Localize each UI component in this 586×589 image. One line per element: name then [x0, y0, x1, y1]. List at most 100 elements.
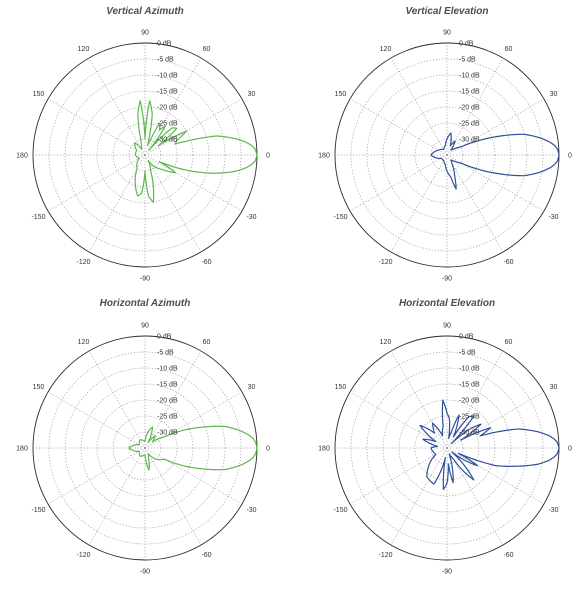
vertical-azimuth-grid-spoke [88, 154, 146, 253]
horizontal-elevation-angle-label: 0 [568, 446, 572, 453]
vertical-elevation-grid-spoke [390, 154, 448, 253]
horizontal-elevation-db-label: -5 dB [459, 350, 476, 357]
horizontal-elevation-grid-spoke [390, 350, 448, 449]
horizontal-elevation-db-label: -25 dB [459, 414, 480, 421]
horizontal-azimuth-angle-label: 0 [266, 446, 270, 453]
vertical-elevation-pattern-trace [430, 132, 560, 190]
vertical-elevation-grid-ring [414, 122, 480, 188]
vertical-elevation-grid-spoke [349, 154, 448, 212]
vertical-azimuth-db-label: -5 dB [157, 57, 174, 64]
horizontal-azimuth-grid-ring [64, 367, 226, 529]
vertical-elevation-angle-label: -90 [442, 276, 452, 283]
horizontal-elevation-db-label: -15 dB [459, 382, 480, 389]
vertical-azimuth-grid-spoke [47, 154, 146, 212]
horizontal-azimuth-grid-spoke [88, 447, 146, 546]
vertical-elevation-angle-label: 30 [550, 91, 558, 98]
horizontal-elevation-angle-label: 120 [380, 339, 392, 346]
vertical-azimuth-db-label: -30 dB [157, 137, 178, 144]
vertical-azimuth-angle-label: 0 [266, 153, 270, 160]
vertical-elevation-db-label: -5 dB [459, 57, 476, 64]
vertical-elevation-grid-ring [366, 74, 528, 236]
vertical-azimuth-grid-spoke [47, 98, 146, 156]
vertical-azimuth-angle-label: -120 [76, 259, 90, 266]
vertical-elevation-grid-spoke [349, 98, 448, 156]
vertical-azimuth-grid-ring [112, 122, 178, 188]
horizontal-elevation-grid-spoke [390, 447, 448, 546]
vertical-azimuth-angle-label: -150 [31, 214, 45, 221]
horizontal-azimuth-grid-spoke [144, 350, 202, 449]
horizontal-elevation-grid-ring [414, 415, 480, 481]
vertical-azimuth-pattern-trace [134, 100, 258, 203]
horizontal-azimuth-db-label: -30 dB [157, 430, 178, 437]
horizontal-elevation-db-label: -30 dB [459, 430, 480, 437]
vertical-elevation-angle-label: 0 [568, 153, 572, 160]
horizontal-elevation-title: Horizontal Elevation [399, 298, 495, 309]
horizontal-azimuth-db-label: -10 dB [157, 366, 178, 373]
horizontal-azimuth-db-label: -25 dB [157, 414, 178, 421]
vertical-azimuth-db-label: -20 dB [157, 105, 178, 112]
vertical-elevation-grid-spoke [390, 57, 448, 156]
vertical-elevation-grid-spoke [446, 57, 504, 156]
vertical-elevation-title: Vertical Elevation [406, 6, 489, 17]
horizontal-azimuth-pattern-trace [128, 425, 258, 471]
horizontal-elevation-angle-label: -150 [333, 507, 347, 514]
vertical-azimuth-db-label: -15 dB [157, 89, 178, 96]
horizontal-azimuth-angle-label: 30 [248, 384, 256, 391]
horizontal-elevation-db-label: -20 dB [459, 398, 480, 405]
horizontal-elevation-angle-label: 60 [505, 339, 513, 346]
horizontal-azimuth-grid-spoke [144, 391, 243, 449]
vertical-elevation-grid-spoke [446, 154, 504, 253]
vertical-azimuth-grid-spoke [144, 154, 243, 212]
horizontal-azimuth-angle-label: 60 [203, 339, 211, 346]
horizontal-azimuth-grid-spoke [47, 391, 146, 449]
vertical-azimuth-grid-spoke [144, 98, 243, 156]
vertical-azimuth-grid-spoke [88, 57, 146, 156]
vertical-elevation-db-label: -15 dB [459, 89, 480, 96]
horizontal-azimuth-angle-label: 90 [141, 323, 149, 330]
vertical-elevation-angle-label: -30 [548, 214, 558, 221]
horizontal-elevation-db-label: 0 dB [459, 334, 474, 341]
horizontal-elevation-grid-spoke [446, 447, 545, 505]
horizontal-azimuth-angle-label: -60 [201, 552, 211, 559]
horizontal-azimuth-db-label: -20 dB [157, 398, 178, 405]
horizontal-azimuth-db-label: -15 dB [157, 382, 178, 389]
vertical-azimuth-angle-label: 90 [141, 30, 149, 37]
vertical-azimuth-angle-label: 120 [78, 46, 90, 53]
horizontal-azimuth-angle-label: 180 [16, 446, 28, 453]
vertical-azimuth-db-label: -25 dB [157, 121, 178, 128]
horizontal-azimuth-angle-label: -90 [140, 569, 150, 576]
horizontal-azimuth-grid-spoke [47, 447, 146, 505]
horizontal-azimuth-angle-label: -150 [31, 507, 45, 514]
horizontal-azimuth-title: Horizontal Azimuth [100, 298, 191, 309]
horizontal-elevation-pattern-trace [419, 399, 560, 491]
vertical-azimuth-grid-spoke [144, 57, 202, 156]
vertical-elevation-angle-label: -150 [333, 214, 347, 221]
vertical-azimuth-grid-spoke [144, 154, 202, 253]
vertical-azimuth-angle-label: -30 [246, 214, 256, 221]
horizontal-elevation-angle-label: -30 [548, 507, 558, 514]
horizontal-elevation-db-label: -10 dB [459, 366, 480, 373]
vertical-elevation-angle-label: 90 [443, 30, 451, 37]
vertical-elevation-db-label: -10 dB [459, 73, 480, 80]
vertical-azimuth-angle-label: 60 [203, 46, 211, 53]
horizontal-elevation-grid-ring [366, 367, 528, 529]
vertical-elevation-db-label: 0 dB [459, 41, 474, 48]
horizontal-azimuth-angle-label: -120 [76, 552, 90, 559]
horizontal-azimuth-chart: Horizontal Azimuth 90 60 30 0 -30 -60 -90 -120 -1… [16, 298, 270, 576]
horizontal-elevation-angle-label: 90 [443, 323, 451, 330]
horizontal-azimuth-db-label: 0 dB [157, 334, 172, 341]
vertical-azimuth-db-label: -10 dB [157, 73, 178, 80]
horizontal-azimuth-grid-spoke [88, 350, 146, 449]
horizontal-elevation-chart: Horizontal Elevation 90 60 30 0 -30 -60 -90 -120… [318, 298, 572, 576]
horizontal-elevation-angle-label: -90 [442, 569, 452, 576]
horizontal-azimuth-angle-label: 150 [33, 384, 45, 391]
vertical-azimuth-db-label: 0 dB [157, 41, 172, 48]
vertical-elevation-angle-label: -120 [378, 259, 392, 266]
vertical-azimuth-angle-label: -90 [140, 276, 150, 283]
vertical-azimuth-title: Vertical Azimuth [106, 6, 184, 17]
vertical-azimuth-angle-label: 30 [248, 91, 256, 98]
horizontal-azimuth-grid-spoke [144, 447, 243, 505]
horizontal-elevation-grid-spoke [349, 447, 448, 505]
horizontal-elevation-grid-spoke [349, 391, 448, 449]
vertical-elevation-angle-label: 60 [505, 46, 513, 53]
